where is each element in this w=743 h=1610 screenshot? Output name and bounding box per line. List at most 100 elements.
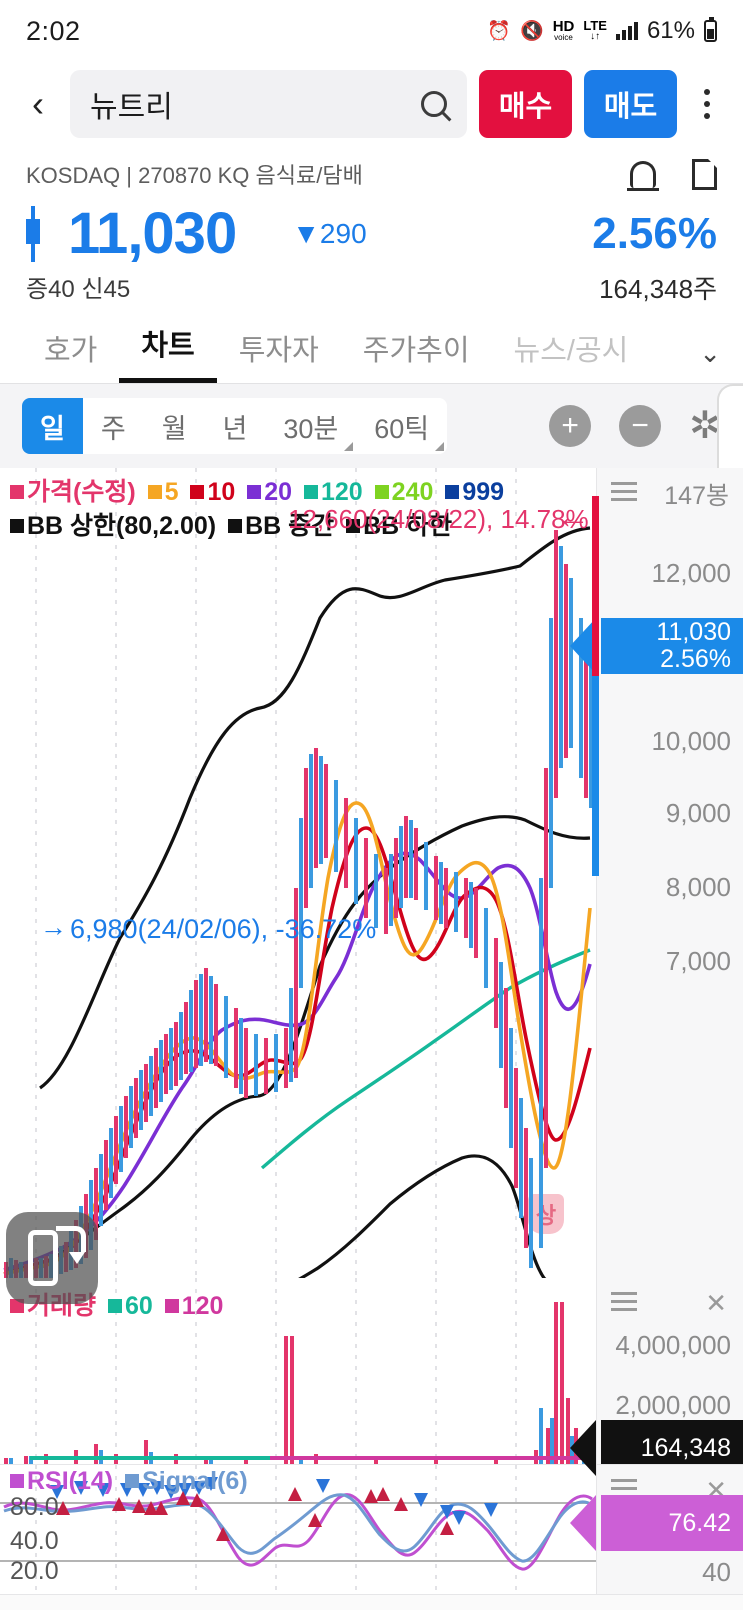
rsi-chart-panel[interactable]: RSI(14) Signal(6) 80.0 40.0 20.0 (0, 1464, 743, 1595)
stock-sub-row: 증40 신45 164,348주 (0, 267, 743, 306)
legend-ma5: 5 (164, 478, 179, 506)
hd-voice-icon: HD voice (552, 18, 575, 43)
price-tick-10000: 10,000 (651, 726, 731, 756)
tab-news[interactable]: 뉴스/공시 (513, 335, 629, 367)
period-selector: 일 주 월 년 30분 60틱 (22, 398, 448, 454)
status-time: 2:02 (26, 15, 81, 46)
volume-chart-panel[interactable]: 거래량 60 120 (0, 1278, 743, 1476)
stock-meta-row: KOSDAQ | 270870 KQ 음식료/담배 (0, 154, 743, 191)
x-tick-5: 07 (438, 1605, 467, 1610)
period-week[interactable]: 주 (100, 413, 126, 444)
volume-tick-2m: 2,000,000 (615, 1390, 731, 1420)
legend-vol-120: 120 (181, 1292, 224, 1320)
traded-volume: 164,348주 (599, 274, 717, 304)
search-value: 뉴트리 (90, 91, 173, 124)
price-panel-menu-icon[interactable] (611, 482, 637, 506)
volume-panel-menu-icon[interactable] (611, 1292, 637, 1316)
back-button[interactable]: ‹ (32, 83, 44, 124)
chart-tool-buttons: + − ✲ (549, 405, 721, 447)
lte-sub-label: ↓↑ (590, 31, 601, 43)
chevron-down-icon[interactable]: ⌄ (699, 338, 721, 368)
stock-code-sector: 270870 KQ 음식료/담배 (138, 163, 363, 188)
sell-button[interactable]: 매도 (584, 70, 677, 138)
high-annotation-arrow: ← (556, 498, 590, 536)
rsi-axis[interactable]: ✕ 76.42 40 (596, 1465, 743, 1595)
high-annotation: 12,660(24/08/22), 14.78% (288, 504, 589, 534)
period-60tick[interactable]: 60틱 (356, 398, 447, 454)
period-day[interactable]: 일 (22, 398, 83, 454)
volume-axis[interactable]: ✕ 4,000,000 2,000,000 164,348 (596, 1278, 743, 1476)
legend-vol-60: 60 (124, 1292, 153, 1320)
period-30min[interactable]: 30분 (265, 398, 356, 454)
change-value: 290 (319, 217, 367, 249)
current-rsi-marker: 76.42 (601, 1495, 743, 1551)
rotate-arrow-icon (56, 1226, 86, 1264)
current-volume-marker-arrow (570, 1420, 596, 1476)
bell-icon[interactable] (627, 160, 659, 191)
current-price: 11,030 (68, 201, 237, 266)
legend-ma20: 20 (264, 478, 293, 506)
hd-sub-label: voice (554, 33, 573, 43)
x-tick-7: 08/27 (608, 1605, 673, 1610)
candle-indicator-icon (26, 205, 40, 262)
volume-panel-close-icon[interactable]: ✕ (705, 1288, 727, 1318)
signal-icon (615, 22, 638, 40)
document-icon[interactable] (692, 158, 717, 190)
search-icon[interactable] (421, 91, 447, 117)
status-icons: ⏰ 🔇 HD voice LTE ↓↑ 61% (487, 17, 717, 45)
alarm-icon: ⏰ (487, 20, 512, 42)
price-plot-area[interactable] (0, 468, 596, 1278)
buy-button[interactable]: 매수 (479, 70, 572, 138)
app-header: ‹ 뉴트리 매수 매도 (0, 62, 743, 154)
zoom-in-button[interactable]: + (549, 405, 592, 447)
change-percent: 2.56% (592, 208, 717, 258)
legend-ma120: 120 (321, 478, 363, 506)
price-chart-panel[interactable]: 가격(수정) 5 10 20 120 240 999 BB 상한(80,2.00… (0, 468, 743, 1278)
price-axis[interactable]: 147봉 12,000 10,000 9,000 8,000 7,000 11,… (596, 468, 743, 1278)
current-price-marker-arrow (570, 618, 596, 674)
rsi-plot-area[interactable] (0, 1465, 596, 1595)
gear-icon[interactable]: ✲ (689, 405, 721, 447)
marker-price: 11,030 (656, 618, 731, 646)
period-month[interactable]: 월 (161, 413, 187, 444)
legend-signal: Signal(6) (142, 1467, 248, 1495)
day-range-high (592, 496, 599, 676)
hd-label: HD (552, 18, 575, 36)
chart-toolbar: 일 주 월 년 30분 60틱 + − ✲ (0, 384, 743, 468)
low-annotation-arrow: → (40, 912, 67, 942)
rsi-tick-20: 20.0 (10, 1557, 59, 1585)
current-rsi-marker-arrow (570, 1495, 596, 1551)
legend-ma999: 999 (462, 478, 505, 506)
credit-info: 증40 신45 (26, 276, 131, 303)
lte-icon: LTE ↓↑ (583, 18, 607, 43)
price-tick-7000: 7,000 (665, 946, 731, 976)
period-year[interactable]: 년 (222, 413, 248, 444)
price-tick-12000: 12,000 (651, 558, 731, 588)
battery-percent: 61% (646, 17, 695, 44)
volume-tick-4m: 4,000,000 (615, 1330, 731, 1360)
chart-x-axis: 24/01/23 03 04 05 06 07 08 08/27 (0, 1594, 743, 1610)
more-menu-icon[interactable] (689, 89, 725, 119)
legend-ma10: 10 (207, 478, 236, 506)
price-tick-9000: 9,000 (665, 798, 731, 828)
legend-price: 가격(수정) (27, 478, 136, 506)
tab-investor[interactable]: 투자자 (238, 335, 319, 367)
price-row: 11,030 ▼290 2.56% (0, 190, 743, 267)
price-legend-row2: BB 상한(80,2.00) BB 중간 BB 하한 (10, 506, 457, 542)
floating-rotate-widget[interactable] (6, 1212, 98, 1304)
legend-bb-upper: BB 상한(80,2.00) (27, 512, 217, 540)
search-input[interactable]: 뉴트리 (70, 70, 467, 138)
zoom-out-button[interactable]: − (619, 405, 662, 447)
tab-chart[interactable]: 차트 (119, 322, 217, 383)
legend-ma240: 240 (391, 478, 434, 506)
current-price-marker: 11,030 2.56% (601, 618, 743, 674)
x-tick-3: 05 (278, 1605, 307, 1610)
x-tick-2: 04 (196, 1605, 225, 1610)
lte-label: LTE (583, 18, 607, 34)
tab-hoga[interactable]: 호가 (44, 335, 98, 367)
price-change: ▼290 (292, 218, 366, 250)
tab-price-trend[interactable]: 주가추이 (362, 335, 470, 367)
x-tick-1: 03 (116, 1605, 145, 1610)
rsi-tick-40: 40.0 (10, 1527, 59, 1555)
